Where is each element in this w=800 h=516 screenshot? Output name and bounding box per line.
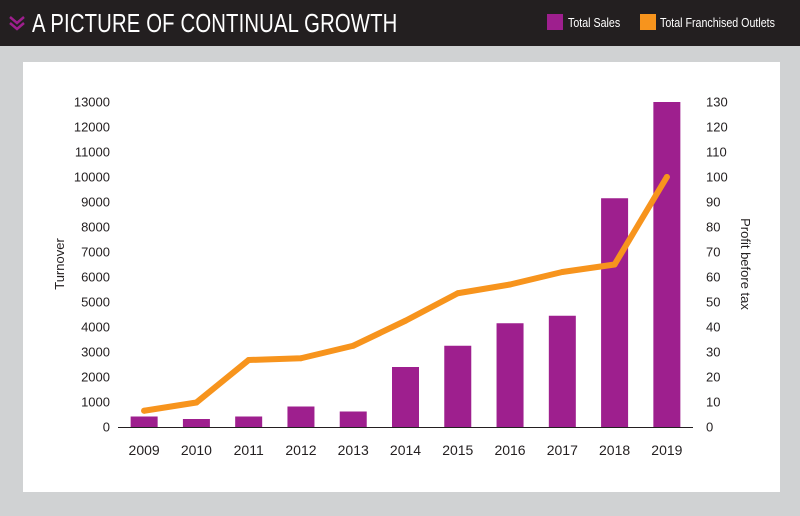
y-axis-label-right: Profit before tax bbox=[738, 218, 753, 310]
y-tick-label-left: 13000 bbox=[74, 95, 110, 110]
line-point bbox=[507, 281, 514, 288]
x-tick-label: 2019 bbox=[651, 442, 682, 458]
y-tick-label-right: 40 bbox=[706, 320, 720, 335]
legend-swatch-sales bbox=[547, 14, 563, 30]
legend-item-sales: Total Sales bbox=[522, 14, 632, 32]
line-point bbox=[663, 174, 670, 180]
x-tick-label: 2016 bbox=[494, 442, 525, 458]
legend-item-outlets: Total Franchised Outlets bbox=[640, 14, 800, 32]
y-tick-label-left: 3000 bbox=[81, 345, 110, 360]
y-axis-right-ticks: 0 10 20 30 40 50 60 70 80 90 100 110 120 130 bbox=[706, 95, 728, 435]
line-series-total-franchised-outlets bbox=[141, 174, 670, 414]
bar bbox=[130, 416, 158, 427]
line-point bbox=[402, 317, 409, 324]
y-tick-label-left: 5000 bbox=[81, 295, 110, 310]
y-tick-label-left: 6000 bbox=[81, 270, 110, 285]
header-bar: A PICTURE OF CONTINUAL GROWTH Total Sale… bbox=[0, 0, 800, 46]
x-tick-label: 2015 bbox=[442, 442, 473, 458]
y-tick-label-right: 130 bbox=[706, 95, 728, 110]
legend-label-outlets: Total Franchised Outlets bbox=[660, 15, 775, 30]
y-tick-label-right: 0 bbox=[706, 420, 713, 435]
bar bbox=[182, 419, 210, 427]
chart-card: Turnover Profit before tax 0 1000 2000 3000… bbox=[23, 62, 780, 492]
bar bbox=[444, 345, 472, 427]
y-tick-label-right: 80 bbox=[706, 220, 720, 235]
x-tick-label: 2012 bbox=[285, 442, 316, 458]
line-point bbox=[245, 357, 252, 363]
y-tick-label-left: 8000 bbox=[81, 220, 110, 235]
y-tick-label-left: 2000 bbox=[81, 370, 110, 385]
y-tick-label-right: 10 bbox=[706, 395, 720, 410]
bar bbox=[653, 102, 681, 427]
y-tick-label-left: 0 bbox=[103, 420, 110, 435]
legend-label-sales: Total Sales bbox=[568, 15, 621, 30]
legend-swatch-outlets bbox=[640, 14, 656, 30]
bar-series-total-sales bbox=[130, 102, 681, 427]
x-tick-label: 2010 bbox=[181, 442, 212, 458]
y-tick-label-left: 1000 bbox=[81, 395, 110, 410]
x-tick-label: 2014 bbox=[390, 442, 421, 458]
y-tick-label-right: 70 bbox=[706, 245, 720, 260]
x-tick-label: 2017 bbox=[547, 442, 578, 458]
y-tick-label-left: 12000 bbox=[74, 120, 110, 135]
y-tick-label-left: 11000 bbox=[75, 145, 110, 160]
y-axis-label-left: Turnover bbox=[52, 238, 67, 290]
y-tick-label-right: 30 bbox=[706, 345, 720, 360]
x-tick-label: 2013 bbox=[338, 442, 369, 458]
line-point bbox=[141, 407, 148, 414]
y-tick-label-right: 20 bbox=[706, 370, 720, 385]
y-tick-label-right: 60 bbox=[706, 270, 720, 285]
line-point bbox=[454, 290, 461, 297]
bar bbox=[392, 367, 419, 427]
bar bbox=[601, 198, 629, 427]
chart: Turnover Profit before tax 0100020003000… bbox=[52, 95, 753, 459]
x-tick-label: 2011 bbox=[234, 442, 264, 458]
bar bbox=[548, 315, 576, 427]
y-tick-label-right: 90 bbox=[706, 195, 720, 210]
bar bbox=[496, 323, 524, 427]
bar bbox=[287, 406, 315, 427]
y-tick-label-right: 100 bbox=[706, 170, 728, 185]
line-point bbox=[350, 342, 357, 349]
line-point bbox=[611, 261, 618, 268]
bar bbox=[339, 411, 367, 427]
y-tick-label-right: 50 bbox=[706, 295, 720, 310]
y-tick-label-left: 10000 bbox=[74, 170, 110, 185]
page-title: A PICTURE OF CONTINUAL GROWTH bbox=[32, 8, 398, 38]
chevron-double-down-icon bbox=[9, 16, 25, 31]
y-tick-label-left: 7000 bbox=[81, 245, 110, 260]
y-tick-label-left: 4000 bbox=[81, 320, 110, 335]
bar bbox=[235, 416, 263, 427]
x-tick-label: 2009 bbox=[129, 442, 160, 458]
y-tick-label-left: 9000 bbox=[81, 195, 110, 210]
y-axis-left-ticks: 0 1000 2000 3000 4000 5000 6000 7000 8000 9000 100… bbox=[74, 95, 110, 435]
line-point bbox=[193, 399, 200, 406]
x-tick-label: 2018 bbox=[599, 442, 630, 458]
x-axis-ticks: 2009 2010 2011 2012 2013 2014 2015 2016 2017 2018… bbox=[129, 442, 683, 458]
line-point bbox=[297, 355, 304, 362]
y-tick-label-right: 120 bbox=[706, 120, 728, 135]
line-point bbox=[559, 269, 566, 275]
y-tick-label-right: 110 bbox=[706, 145, 727, 160]
